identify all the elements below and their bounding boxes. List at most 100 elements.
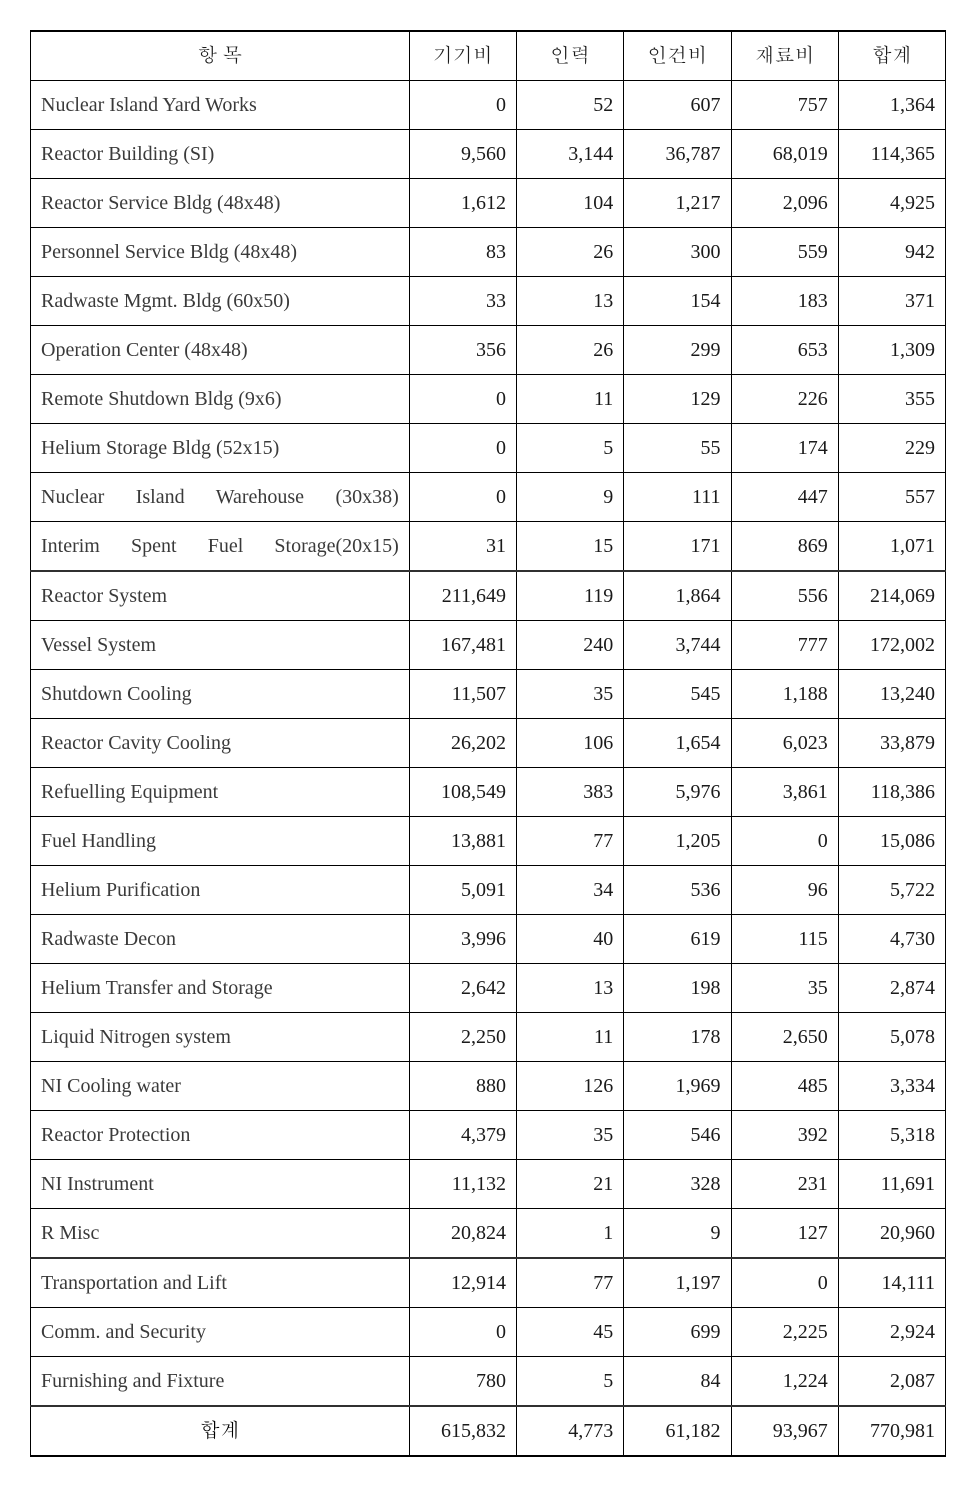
cost-breakdown-table: 항 목 기기비 인력 인건비 재료비 합계 Nuclear Island Yar… [30, 30, 946, 1457]
row-c4: 1,188 [731, 670, 838, 719]
row-item-label: Comm. and Security [31, 1308, 410, 1357]
table-row: Nuclear Island Warehouse (30x38)09111447… [31, 473, 946, 522]
row-c5: 1,071 [838, 522, 945, 572]
row-c3: 619 [624, 915, 731, 964]
row-c1: 13,881 [409, 817, 516, 866]
row-c2: 13 [517, 277, 624, 326]
total-c5: 770,981 [838, 1406, 945, 1456]
row-c1: 26,202 [409, 719, 516, 768]
row-c4: 115 [731, 915, 838, 964]
row-c3: 545 [624, 670, 731, 719]
row-c4: 447 [731, 473, 838, 522]
row-c4: 6,023 [731, 719, 838, 768]
row-c5: 14,111 [838, 1258, 945, 1308]
row-c2: 21 [517, 1160, 624, 1209]
col-header-c3: 인건비 [624, 31, 731, 81]
row-item-label: Reactor Building (SI) [31, 130, 410, 179]
row-c1: 356 [409, 326, 516, 375]
total-c4: 93,967 [731, 1406, 838, 1456]
row-c3: 36,787 [624, 130, 731, 179]
row-c5: 20,960 [838, 1209, 945, 1259]
table-row: NI Instrument11,1322132823111,691 [31, 1160, 946, 1209]
table-row: NI Cooling water8801261,9694853,334 [31, 1062, 946, 1111]
row-c2: 5 [517, 424, 624, 473]
row-c1: 167,481 [409, 621, 516, 670]
row-c4: 0 [731, 1258, 838, 1308]
row-c1: 0 [409, 424, 516, 473]
row-c5: 5,318 [838, 1111, 945, 1160]
row-c5: 1,364 [838, 81, 945, 130]
table-row: Personnel Service Bldg (48x48)8326300559… [31, 228, 946, 277]
row-c1: 880 [409, 1062, 516, 1111]
row-c2: 9 [517, 473, 624, 522]
row-c2: 126 [517, 1062, 624, 1111]
row-c1: 211,649 [409, 571, 516, 621]
row-c3: 1,217 [624, 179, 731, 228]
table-row: Reactor Cavity Cooling26,2021061,6546,02… [31, 719, 946, 768]
row-c2: 26 [517, 326, 624, 375]
row-c4: 757 [731, 81, 838, 130]
row-c5: 371 [838, 277, 945, 326]
row-item-label: Helium Storage Bldg (52x15) [31, 424, 410, 473]
table-body: Nuclear Island Yard Works0526077571,364R… [31, 81, 946, 1407]
row-c5: 557 [838, 473, 945, 522]
row-c5: 3,334 [838, 1062, 945, 1111]
table-row: Transportation and Lift12,914771,197014,… [31, 1258, 946, 1308]
table-row: Furnishing and Fixture7805841,2242,087 [31, 1357, 946, 1407]
row-item-label: Remote Shutdown Bldg (9x6) [31, 375, 410, 424]
table-row: R Misc20,8241912720,960 [31, 1209, 946, 1259]
row-c2: 45 [517, 1308, 624, 1357]
row-c5: 11,691 [838, 1160, 945, 1209]
table-total-row: 합계 615,832 4,773 61,182 93,967 770,981 [31, 1406, 946, 1456]
row-c1: 5,091 [409, 866, 516, 915]
row-c3: 699 [624, 1308, 731, 1357]
row-c2: 52 [517, 81, 624, 130]
row-c3: 84 [624, 1357, 731, 1407]
row-c5: 229 [838, 424, 945, 473]
row-c1: 11,132 [409, 1160, 516, 1209]
row-item-label: NI Cooling water [31, 1062, 410, 1111]
row-item-label: Radwaste Mgmt. Bldg (60x50) [31, 277, 410, 326]
row-c4: 556 [731, 571, 838, 621]
row-c4: 3,861 [731, 768, 838, 817]
row-c5: 15,086 [838, 817, 945, 866]
table-row: Vessel System167,4812403,744777172,002 [31, 621, 946, 670]
table-row: Liquid Nitrogen system2,250111782,6505,0… [31, 1013, 946, 1062]
row-c3: 129 [624, 375, 731, 424]
row-c4: 653 [731, 326, 838, 375]
row-c2: 240 [517, 621, 624, 670]
row-item-label: NI Instrument [31, 1160, 410, 1209]
row-item-label: Refuelling Equipment [31, 768, 410, 817]
row-c5: 2,874 [838, 964, 945, 1013]
row-c5: 33,879 [838, 719, 945, 768]
row-c2: 15 [517, 522, 624, 572]
total-c2: 4,773 [517, 1406, 624, 1456]
row-c4: 0 [731, 817, 838, 866]
row-c1: 33 [409, 277, 516, 326]
col-header-item: 항 목 [31, 31, 410, 81]
row-c1: 108,549 [409, 768, 516, 817]
col-header-c4: 재료비 [731, 31, 838, 81]
row-c4: 174 [731, 424, 838, 473]
table-row: Refuelling Equipment108,5493835,9763,861… [31, 768, 946, 817]
row-c2: 11 [517, 1013, 624, 1062]
row-c1: 12,914 [409, 1258, 516, 1308]
row-c1: 11,507 [409, 670, 516, 719]
table-row: Comm. and Security0456992,2252,924 [31, 1308, 946, 1357]
row-item-label: Furnishing and Fixture [31, 1357, 410, 1407]
row-c4: 485 [731, 1062, 838, 1111]
row-c5: 2,924 [838, 1308, 945, 1357]
row-c3: 1,969 [624, 1062, 731, 1111]
row-c5: 13,240 [838, 670, 945, 719]
col-header-c5: 합계 [838, 31, 945, 81]
row-c4: 559 [731, 228, 838, 277]
table-row: Helium Purification5,09134536965,722 [31, 866, 946, 915]
table-row: Helium Transfer and Storage2,64213198352… [31, 964, 946, 1013]
table-row: Interim Spent Fuel Storage(20x15)3115171… [31, 522, 946, 572]
row-item-label: Nuclear Island Yard Works [31, 81, 410, 130]
row-c5: 355 [838, 375, 945, 424]
row-c2: 11 [517, 375, 624, 424]
row-c5: 114,365 [838, 130, 945, 179]
row-c4: 2,096 [731, 179, 838, 228]
row-c1: 2,642 [409, 964, 516, 1013]
